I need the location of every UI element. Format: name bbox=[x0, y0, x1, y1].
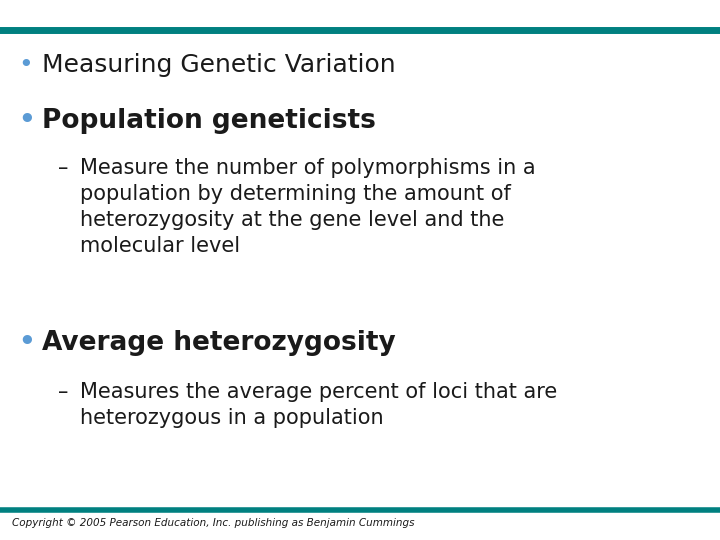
Text: •: • bbox=[18, 108, 35, 134]
Text: Population geneticists: Population geneticists bbox=[42, 108, 376, 134]
Text: heterozygosity at the gene level and the: heterozygosity at the gene level and the bbox=[80, 210, 505, 230]
Text: •: • bbox=[18, 330, 35, 356]
Text: •: • bbox=[18, 53, 32, 77]
Text: population by determining the amount of: population by determining the amount of bbox=[80, 184, 511, 204]
Text: Average heterozygosity: Average heterozygosity bbox=[42, 330, 396, 356]
Text: Measures the average percent of loci that are: Measures the average percent of loci tha… bbox=[80, 382, 557, 402]
Text: heterozygous in a population: heterozygous in a population bbox=[80, 408, 384, 428]
Text: Copyright © 2005 Pearson Education, Inc. publishing as Benjamin Cummings: Copyright © 2005 Pearson Education, Inc.… bbox=[12, 518, 415, 528]
Text: molecular level: molecular level bbox=[80, 236, 240, 256]
Text: –: – bbox=[58, 158, 68, 178]
Text: Measure the number of polymorphisms in a: Measure the number of polymorphisms in a bbox=[80, 158, 536, 178]
Text: –: – bbox=[58, 382, 68, 402]
Text: Measuring Genetic Variation: Measuring Genetic Variation bbox=[42, 53, 395, 77]
